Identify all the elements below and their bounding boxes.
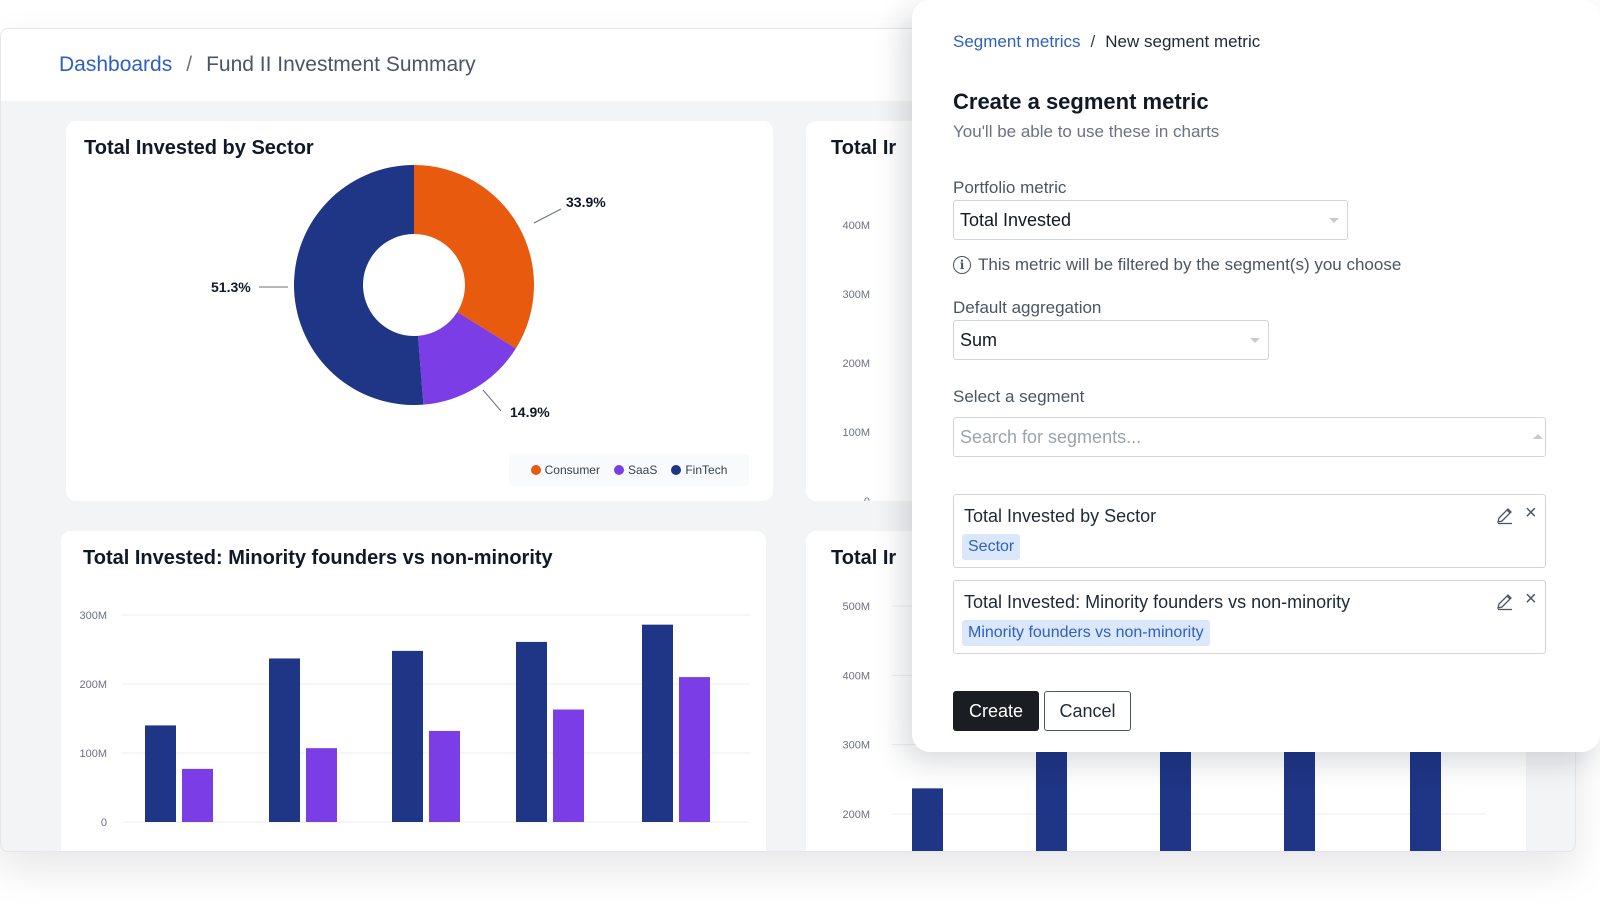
portfolio-metric-value: Total Invested bbox=[960, 209, 1072, 230]
y-tick-label: 100M bbox=[842, 427, 870, 439]
donut-slice-consumer[interactable] bbox=[414, 165, 534, 349]
legend-item-fintech[interactable]: FinTech bbox=[671, 463, 727, 477]
breadcrumb-current-page: Fund II Investment Summary bbox=[206, 53, 476, 76]
y-tick-label: 400M bbox=[842, 670, 870, 682]
donut-slice-fintech[interactable] bbox=[294, 165, 424, 405]
panel-breadcrumb: Segment metrics / New segment metric bbox=[953, 32, 1260, 52]
y-tick-label: 300M bbox=[842, 740, 870, 752]
select-segment-label: Select a segment bbox=[953, 387, 1085, 406]
sector-legend: Consumer SaaS FinTech bbox=[509, 454, 749, 486]
breadcrumb-separator: / bbox=[186, 53, 193, 76]
segment-search-input[interactable] bbox=[953, 417, 1546, 457]
aggregation-value: Sum bbox=[960, 329, 998, 350]
minority-chart-title: Total Invested: Minority founders vs non… bbox=[83, 547, 553, 569]
y-tick-label: 300M bbox=[842, 289, 870, 301]
fintech-percent-label: 51.3% bbox=[211, 279, 251, 295]
selected-segment-title: Total Invested: Minority founders vs non… bbox=[964, 592, 1351, 612]
create-button[interactable]: Create bbox=[953, 691, 1039, 731]
donut-slice-saas[interactable] bbox=[417, 311, 516, 405]
edit-pencil-icon[interactable] bbox=[1495, 591, 1515, 611]
close-icon[interactable]: × bbox=[1525, 502, 1537, 524]
selected-segment-title: Total Invested by Sector bbox=[964, 506, 1157, 526]
legend-label-fintech: FinTech bbox=[685, 463, 728, 477]
bar[interactable] bbox=[516, 641, 547, 822]
right-top-chart-title: Total Ir bbox=[831, 137, 897, 159]
bar[interactable] bbox=[429, 730, 460, 822]
close-icon[interactable]: × bbox=[1525, 588, 1537, 610]
y-tick-label: 100M bbox=[79, 748, 107, 760]
panel-breadcrumb-separator: / bbox=[1090, 32, 1096, 51]
info-icon: i bbox=[953, 256, 971, 274]
selected-segment-item: Total Invested: Minority founders vs non… bbox=[953, 580, 1546, 654]
bar[interactable] bbox=[182, 768, 213, 822]
saas-percent-label: 14.9% bbox=[510, 404, 550, 420]
fintech-legend-dot bbox=[671, 465, 682, 475]
default-aggregation-select[interactable]: Sum bbox=[953, 320, 1269, 360]
cancel-button[interactable]: Cancel bbox=[1044, 691, 1131, 731]
consumer-leader-line bbox=[533, 208, 562, 224]
sector-donut-chart: 33.9% 51.3% 14.9% bbox=[211, 165, 606, 420]
selected-segment-item: Total Invested by Sector Sector × bbox=[953, 494, 1546, 568]
default-aggregation-label: Default aggregation bbox=[953, 298, 1102, 317]
bar[interactable] bbox=[642, 624, 673, 822]
y-tick-label: 200M bbox=[79, 679, 107, 691]
y-tick-label: 300M bbox=[79, 610, 107, 622]
bar[interactable] bbox=[269, 658, 300, 822]
bar[interactable] bbox=[392, 650, 423, 822]
breadcrumb-dashboards-link[interactable]: Dashboards bbox=[59, 53, 173, 76]
right-bottom-chart-title: Total Ir bbox=[831, 547, 897, 569]
selected-segment-tag: Minority founders vs non-minority bbox=[962, 620, 1210, 646]
y-tick-label: 500M bbox=[842, 601, 870, 613]
panel-breadcrumb-current: New segment metric bbox=[1105, 32, 1261, 51]
right-top-chart: 0 100M 200M 300M 400M bbox=[842, 220, 870, 501]
edit-pencil-icon[interactable] bbox=[1495, 505, 1515, 525]
portfolio-metric-label: Portfolio metric bbox=[953, 178, 1067, 197]
selected-segment-tag: Sector bbox=[962, 534, 1021, 560]
filter-hint: i This metric will be filtered by the se… bbox=[953, 255, 1401, 275]
saas-leader-line bbox=[482, 389, 502, 412]
segment-metrics-link[interactable]: Segment metrics bbox=[953, 32, 1081, 51]
y-tick-label: 200M bbox=[842, 809, 870, 821]
bar[interactable] bbox=[553, 709, 584, 822]
legend-label-saas: SaaS bbox=[627, 463, 658, 477]
legend-item-consumer[interactable]: Consumer bbox=[530, 463, 600, 477]
consumer-percent-label: 33.9% bbox=[566, 194, 606, 210]
filter-hint-text: This metric will be filtered by the segm… bbox=[978, 255, 1402, 274]
saas-legend-dot bbox=[613, 465, 624, 475]
y-tick-label: 0 bbox=[101, 817, 107, 829]
y-tick-label: 0 bbox=[864, 496, 870, 501]
legend-item-saas[interactable]: SaaS bbox=[613, 463, 658, 477]
legend-label-consumer: Consumer bbox=[544, 463, 600, 477]
panel-subtitle: You'll be able to use these in charts bbox=[953, 122, 1220, 141]
bar[interactable] bbox=[912, 788, 943, 852]
y-tick-label: 400M bbox=[842, 220, 870, 232]
sector-chart-title: Total Invested by Sector bbox=[84, 137, 314, 159]
sector-chart-card: Total Invested by Sector 33.9% 51.3% 14.… bbox=[66, 121, 773, 501]
bar[interactable] bbox=[679, 677, 710, 822]
chevron-down-icon bbox=[1329, 218, 1339, 223]
minority-bar-chart: 0 100M 200M 300M bbox=[79, 610, 749, 829]
minority-chart-card: Total Invested: Minority founders vs non… bbox=[61, 531, 766, 851]
portfolio-metric-select[interactable]: Total Invested bbox=[953, 200, 1348, 240]
bar[interactable] bbox=[145, 725, 176, 822]
chevron-up-icon[interactable] bbox=[1533, 434, 1543, 439]
y-tick-label: 200M bbox=[842, 358, 870, 370]
chevron-down-icon bbox=[1250, 338, 1260, 343]
consumer-legend-dot bbox=[530, 465, 541, 475]
panel-title: Create a segment metric bbox=[953, 89, 1209, 114]
bar[interactable] bbox=[306, 748, 337, 822]
segment-metric-panel: Segment metrics / New segment metric Cre… bbox=[912, 0, 1600, 752]
